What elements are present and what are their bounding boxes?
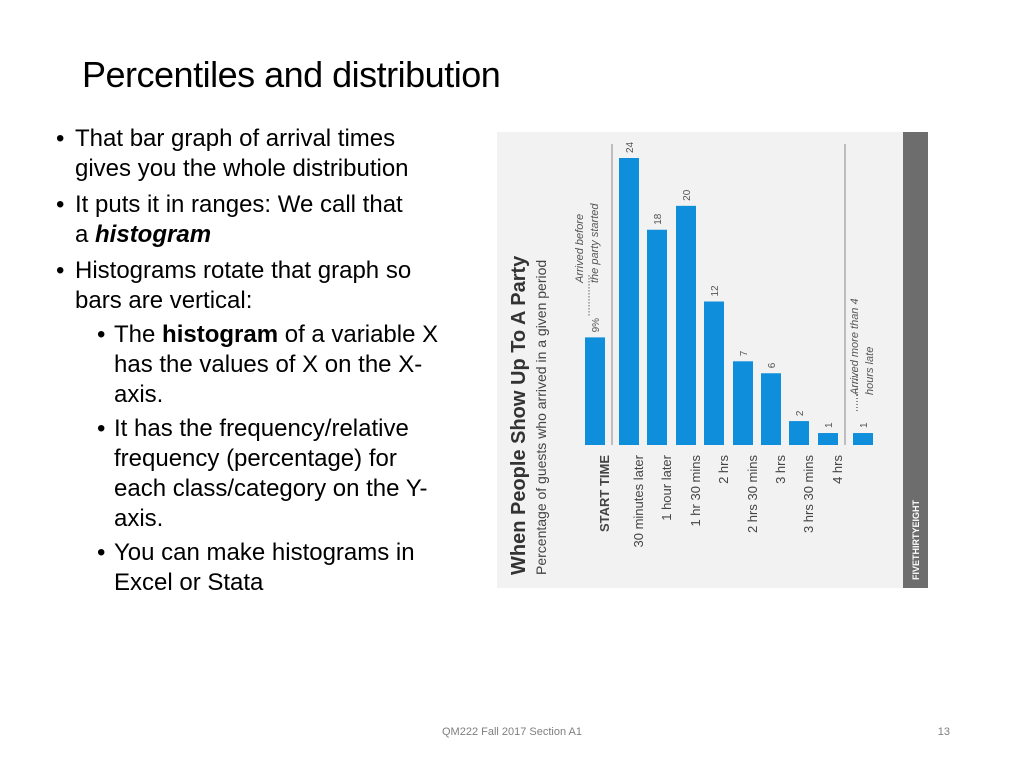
bar [818, 433, 838, 445]
figure: When People Show Up To A Party Percentage… [497, 132, 928, 588]
category-label: 4 hrs [830, 455, 845, 484]
category-label: 30 minutes later [631, 454, 646, 547]
value-label: 7 [739, 350, 750, 356]
bullet: It puts it in ranges: We call that a his… [52, 190, 415, 250]
value-label: 2 [795, 410, 806, 416]
bullet-text: The [114, 321, 163, 348]
brand-strip [903, 132, 928, 588]
bullet-text: That bar graph of arrival times gives yo… [75, 125, 409, 182]
brand: FIVETHIRTYEIGHT [911, 499, 921, 580]
bullet-list: That bar graph of arrival times gives yo… [52, 118, 452, 598]
bullet-text: Histograms rotate that graph so bars are… [75, 257, 412, 314]
figure-title: When People Show Up To A Party [508, 255, 530, 575]
figure-background [497, 132, 903, 588]
bar [619, 158, 639, 445]
bullet-text: histogram [95, 221, 212, 248]
annotation: hours late [864, 347, 876, 395]
annotation: Arrived more than 4 [849, 298, 861, 396]
bar [647, 229, 667, 445]
bar [676, 205, 696, 445]
category-label: 1 hour later [659, 454, 674, 520]
category-label: 2 hrs 30 mins [745, 455, 760, 534]
category-label: 1 hr 30 mins [688, 455, 703, 527]
bullet: You can make histograms in Excel or Stat… [52, 538, 444, 598]
bar [585, 337, 605, 445]
category-label: START TIME [597, 455, 612, 532]
category-label: 3 hrs 30 mins [801, 455, 816, 534]
slide-title: Percentiles and distribution [82, 54, 501, 95]
bullet: The histogram of a variable X has the va… [52, 320, 444, 410]
value-label: 18 [653, 213, 664, 225]
bar [761, 373, 781, 445]
value-label: 6 [767, 362, 778, 368]
value-label: 20 [682, 189, 693, 201]
bullet: That bar graph of arrival times gives yo… [52, 124, 415, 184]
bar [704, 301, 724, 445]
value-label: 1 [859, 422, 870, 428]
value-label: 12 [710, 285, 721, 297]
bar [733, 361, 753, 445]
bullet-text: It has the frequency/relative frequency … [114, 415, 428, 532]
bullet: It has the frequency/relative frequency … [52, 414, 444, 534]
bar [789, 421, 809, 445]
bar [853, 433, 873, 445]
annotation: the party started [589, 203, 601, 283]
page-number: 13 [937, 726, 950, 738]
bullet-text: It puts it in ranges: We call that a [75, 191, 403, 248]
bullet-text: of a variable X has the values of X on t… [114, 321, 439, 408]
bullet-text: histogram [162, 321, 279, 348]
category-label: 2 hrs [716, 455, 731, 484]
value-label: 24 [625, 141, 636, 153]
annotation: Arrived before [574, 214, 586, 284]
footer: QM222 Fall 2017 Section A1 [441, 726, 583, 738]
bullet: Histograms rotate that graph so bars are… [52, 256, 415, 316]
value-label: 1 [824, 422, 835, 428]
figure-subtitle: Percentage of guests who arrived in a gi… [533, 260, 549, 575]
category-label: 3 hrs [773, 455, 788, 484]
bullet-text: You can make histograms in Excel or Stat… [114, 539, 415, 596]
value-label: 9% [591, 318, 602, 333]
